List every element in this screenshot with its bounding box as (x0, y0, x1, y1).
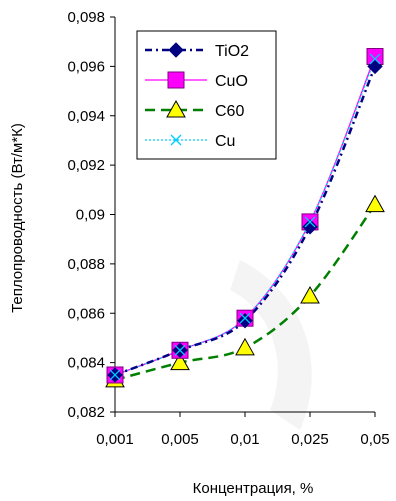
legend-label: TiO2 (215, 43, 249, 60)
data-point-cu (304, 216, 316, 228)
legend-entry-c60: C60 (145, 99, 244, 120)
y-tick-label: 0,09 (76, 207, 105, 224)
legend-label: CuO (215, 73, 248, 90)
legend-label: Cu (215, 133, 235, 150)
series-line-c60 (114, 203, 377, 382)
y-tick-label: 0,094 (67, 108, 105, 125)
x-tick-label: 0,01 (230, 431, 259, 448)
y-tick-label: 0,084 (67, 355, 105, 372)
y-tick-label: 0,092 (67, 157, 105, 174)
legend: TiO2 CuO C60 Cu (136, 30, 277, 160)
data-point-cu (369, 53, 381, 65)
data-point-c60 (300, 285, 320, 304)
series-markers (105, 48, 385, 388)
legend-entry-cu: Cu (145, 133, 235, 150)
x-tick-label: 0,025 (291, 431, 329, 448)
legend-marker (170, 134, 182, 146)
y-tick-label: 0,086 (67, 305, 105, 322)
x-axis-title: Концентрация, % (193, 480, 314, 497)
series-line-tio2 (114, 65, 377, 377)
data-point-tio2 (237, 312, 253, 329)
x-tick-labels: 0,001 0,005 0,01 0,025 0,05 (96, 431, 389, 448)
data-point-cu (109, 369, 121, 381)
data-point-tio2 (302, 219, 318, 235)
data-point-cu (174, 344, 186, 356)
legend-entry-tio2: TiO2 (145, 42, 249, 60)
series-lines (114, 56, 377, 382)
y-tick-labels: 0,082 0,084 0,086 0,088 0,09 0,092 0,094 0,096 0… (67, 9, 105, 421)
data-point-cu (239, 312, 251, 324)
x-tick-label: 0,05 (360, 431, 389, 448)
y-tick-label: 0,088 (67, 256, 105, 273)
data-point-c60 (235, 337, 255, 356)
axes (110, 16, 376, 417)
data-point-c60 (170, 352, 190, 371)
x-tick-label: 0,001 (96, 431, 134, 448)
legend-marker (168, 42, 184, 58)
y-tick-label: 0,098 (67, 9, 105, 26)
x-tick-label: 0,005 (161, 431, 199, 448)
y-tick-label: 0,082 (67, 404, 105, 421)
data-point-c60 (365, 194, 385, 213)
y-tick-label: 0,096 (67, 58, 105, 75)
watermark-shape (230, 260, 312, 430)
legend-marker (166, 99, 186, 118)
legend-entry-cuo: CuO (145, 71, 248, 90)
legend-label: C60 (215, 103, 244, 120)
legend-box (136, 30, 277, 160)
y-axis-title: Теплопроводность (Вт/м*К) (9, 123, 26, 313)
legend-marker (167, 71, 185, 89)
